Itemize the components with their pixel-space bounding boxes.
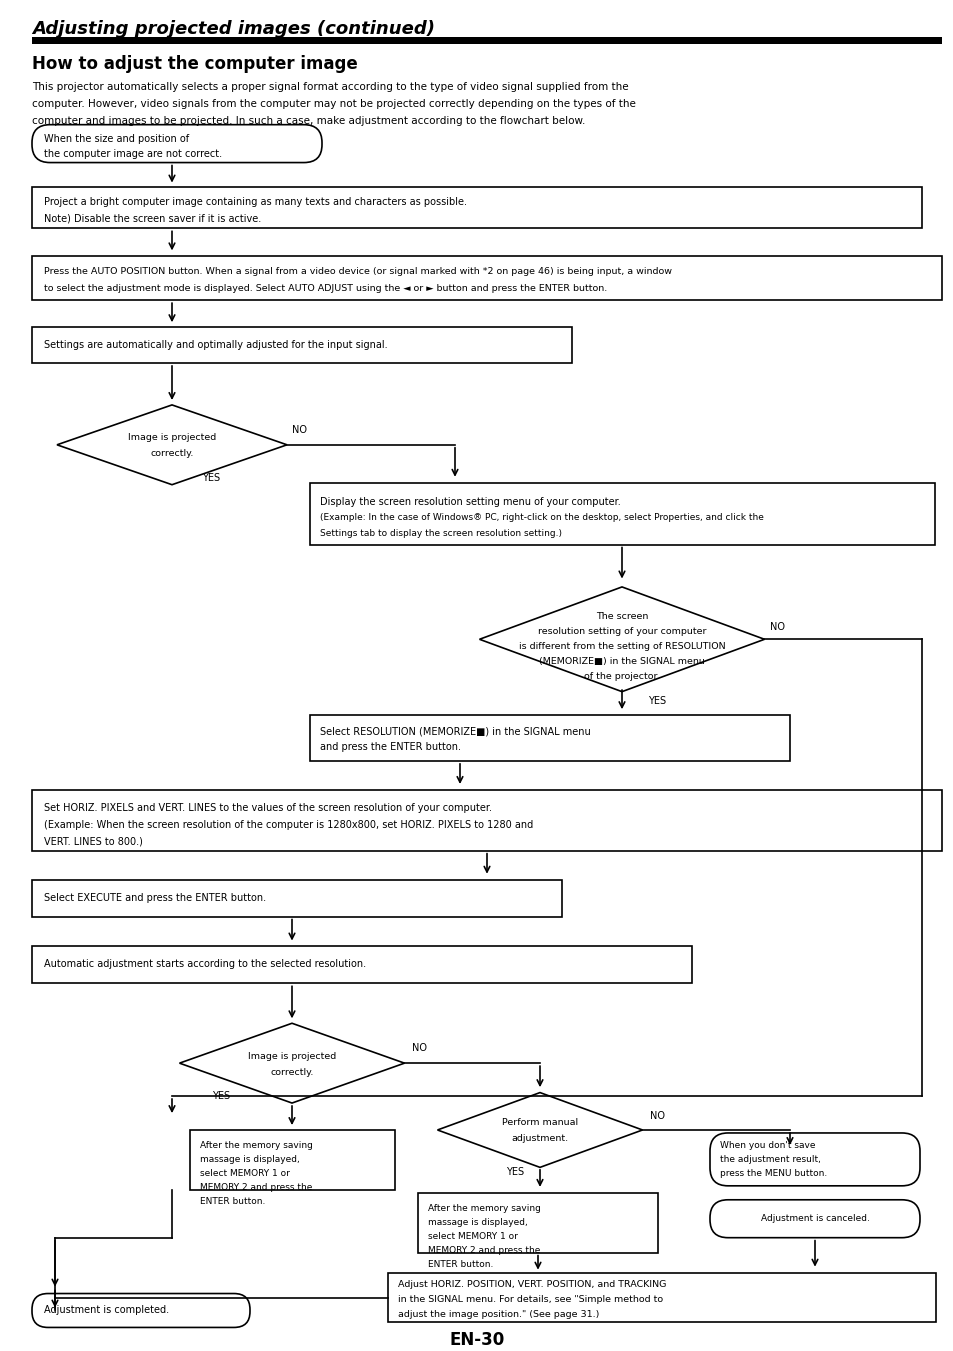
Text: correctly.: correctly. bbox=[151, 450, 193, 458]
FancyBboxPatch shape bbox=[709, 1133, 919, 1186]
FancyBboxPatch shape bbox=[417, 1193, 658, 1252]
Text: Adjust HORIZ. POSITION, VERT. POSITION, and TRACKING: Adjust HORIZ. POSITION, VERT. POSITION, … bbox=[397, 1279, 666, 1289]
Text: After the memory saving: After the memory saving bbox=[200, 1142, 313, 1151]
Polygon shape bbox=[179, 1023, 404, 1102]
FancyBboxPatch shape bbox=[32, 790, 941, 851]
Text: YES: YES bbox=[212, 1092, 230, 1101]
Polygon shape bbox=[57, 405, 287, 485]
Text: YES: YES bbox=[202, 473, 220, 482]
Text: NO: NO bbox=[649, 1111, 664, 1121]
Text: Automatic adjustment starts according to the selected resolution.: Automatic adjustment starts according to… bbox=[44, 959, 366, 970]
Text: to select the adjustment mode is displayed. Select AUTO ADJUST using the ◄ or ► : to select the adjustment mode is display… bbox=[44, 284, 607, 293]
Text: Set HORIZ. PIXELS and VERT. LINES to the values of the screen resolution of your: Set HORIZ. PIXELS and VERT. LINES to the… bbox=[44, 802, 492, 813]
Text: the computer image are not correct.: the computer image are not correct. bbox=[44, 149, 222, 158]
Text: Adjustment is completed.: Adjustment is completed. bbox=[44, 1305, 169, 1316]
FancyBboxPatch shape bbox=[388, 1273, 935, 1323]
Text: (Example: In the case of Windows® PC, right-click on the desktop, select Propert: (Example: In the case of Windows® PC, ri… bbox=[319, 513, 763, 521]
Text: Press the AUTO POSITION button. When a signal from a video device (or signal mar: Press the AUTO POSITION button. When a s… bbox=[44, 266, 671, 276]
Text: ENTER button.: ENTER button. bbox=[200, 1197, 265, 1206]
Text: YES: YES bbox=[505, 1167, 523, 1177]
Text: the adjustment result,: the adjustment result, bbox=[720, 1155, 820, 1165]
Text: press the MENU button.: press the MENU button. bbox=[720, 1170, 826, 1178]
Text: Settings tab to display the screen resolution setting.): Settings tab to display the screen resol… bbox=[319, 530, 561, 538]
Text: MEMORY 2 and press the: MEMORY 2 and press the bbox=[428, 1246, 539, 1255]
Text: YES: YES bbox=[647, 696, 665, 707]
Text: resolution setting of your computer: resolution setting of your computer bbox=[537, 627, 705, 636]
Text: select MEMORY 1 or: select MEMORY 1 or bbox=[428, 1232, 517, 1242]
Text: Adjusting projected images (continued): Adjusting projected images (continued) bbox=[32, 20, 435, 38]
Text: Project a bright computer image containing as many texts and characters as possi: Project a bright computer image containi… bbox=[44, 197, 467, 208]
FancyBboxPatch shape bbox=[32, 257, 941, 300]
Text: Image is projected: Image is projected bbox=[248, 1051, 335, 1061]
Text: correctly.: correctly. bbox=[270, 1067, 314, 1077]
Text: Note) Disable the screen saver if it is active.: Note) Disable the screen saver if it is … bbox=[44, 213, 261, 223]
Text: Display the screen resolution setting menu of your computer.: Display the screen resolution setting me… bbox=[319, 497, 620, 507]
FancyBboxPatch shape bbox=[32, 36, 941, 43]
Text: Image is projected: Image is projected bbox=[128, 434, 216, 442]
Text: NO: NO bbox=[412, 1043, 427, 1054]
FancyBboxPatch shape bbox=[190, 1129, 395, 1190]
Text: Adjustment is canceled.: Adjustment is canceled. bbox=[760, 1215, 868, 1223]
Text: Perform manual: Perform manual bbox=[501, 1119, 578, 1128]
Text: MEMORY 2 and press the: MEMORY 2 and press the bbox=[200, 1183, 312, 1193]
Text: and press the ENTER button.: and press the ENTER button. bbox=[319, 742, 460, 753]
FancyBboxPatch shape bbox=[32, 327, 572, 363]
Text: ENTER button.: ENTER button. bbox=[428, 1260, 493, 1269]
Text: When you don't save: When you don't save bbox=[720, 1142, 815, 1151]
Text: Select EXECUTE and press the ENTER button.: Select EXECUTE and press the ENTER butto… bbox=[44, 893, 266, 902]
Text: computer and images to be projected. In such a case, make adjustment according t: computer and images to be projected. In … bbox=[32, 116, 585, 126]
Text: The screen: The screen bbox=[596, 612, 647, 621]
FancyBboxPatch shape bbox=[310, 715, 789, 761]
Text: massage is displayed,: massage is displayed, bbox=[200, 1155, 299, 1165]
Text: After the memory saving: After the memory saving bbox=[428, 1204, 540, 1213]
FancyBboxPatch shape bbox=[32, 947, 691, 984]
FancyBboxPatch shape bbox=[32, 188, 921, 228]
FancyBboxPatch shape bbox=[310, 482, 934, 544]
Text: in the SIGNAL menu. For details, see "Simple method to: in the SIGNAL menu. For details, see "Si… bbox=[397, 1296, 662, 1304]
Text: of the projector.: of the projector. bbox=[583, 671, 659, 681]
Text: Select RESOLUTION (MEMORIZE■) in the SIGNAL menu: Select RESOLUTION (MEMORIZE■) in the SIG… bbox=[319, 725, 590, 736]
FancyBboxPatch shape bbox=[32, 880, 561, 916]
Text: select MEMORY 1 or: select MEMORY 1 or bbox=[200, 1170, 290, 1178]
Text: NO: NO bbox=[769, 623, 784, 632]
FancyBboxPatch shape bbox=[709, 1200, 919, 1238]
Text: (MEMORIZE■) in the SIGNAL menu: (MEMORIZE■) in the SIGNAL menu bbox=[538, 657, 704, 666]
Text: EN-30: EN-30 bbox=[449, 1331, 504, 1350]
Text: This projector automatically selects a proper signal format according to the typ: This projector automatically selects a p… bbox=[32, 82, 628, 92]
Text: When the size and position of: When the size and position of bbox=[44, 134, 189, 143]
Text: NO: NO bbox=[292, 424, 307, 435]
Polygon shape bbox=[479, 586, 763, 692]
Text: Settings are automatically and optimally adjusted for the input signal.: Settings are automatically and optimally… bbox=[44, 340, 387, 350]
Text: computer. However, video signals from the computer may not be projected correctl: computer. However, video signals from th… bbox=[32, 99, 636, 108]
Text: How to adjust the computer image: How to adjust the computer image bbox=[32, 55, 357, 73]
Polygon shape bbox=[437, 1093, 641, 1167]
FancyBboxPatch shape bbox=[32, 1293, 250, 1328]
FancyBboxPatch shape bbox=[32, 124, 322, 162]
Text: VERT. LINES to 800.): VERT. LINES to 800.) bbox=[44, 836, 143, 847]
Text: massage is displayed,: massage is displayed, bbox=[428, 1219, 527, 1227]
Text: is different from the setting of RESOLUTION: is different from the setting of RESOLUT… bbox=[518, 642, 724, 651]
Text: adjustment.: adjustment. bbox=[511, 1135, 568, 1143]
Text: (Example: When the screen resolution of the computer is 1280x800, set HORIZ. PIX: (Example: When the screen resolution of … bbox=[44, 820, 533, 830]
Text: adjust the image position." (See page 31.): adjust the image position." (See page 31… bbox=[397, 1310, 598, 1319]
